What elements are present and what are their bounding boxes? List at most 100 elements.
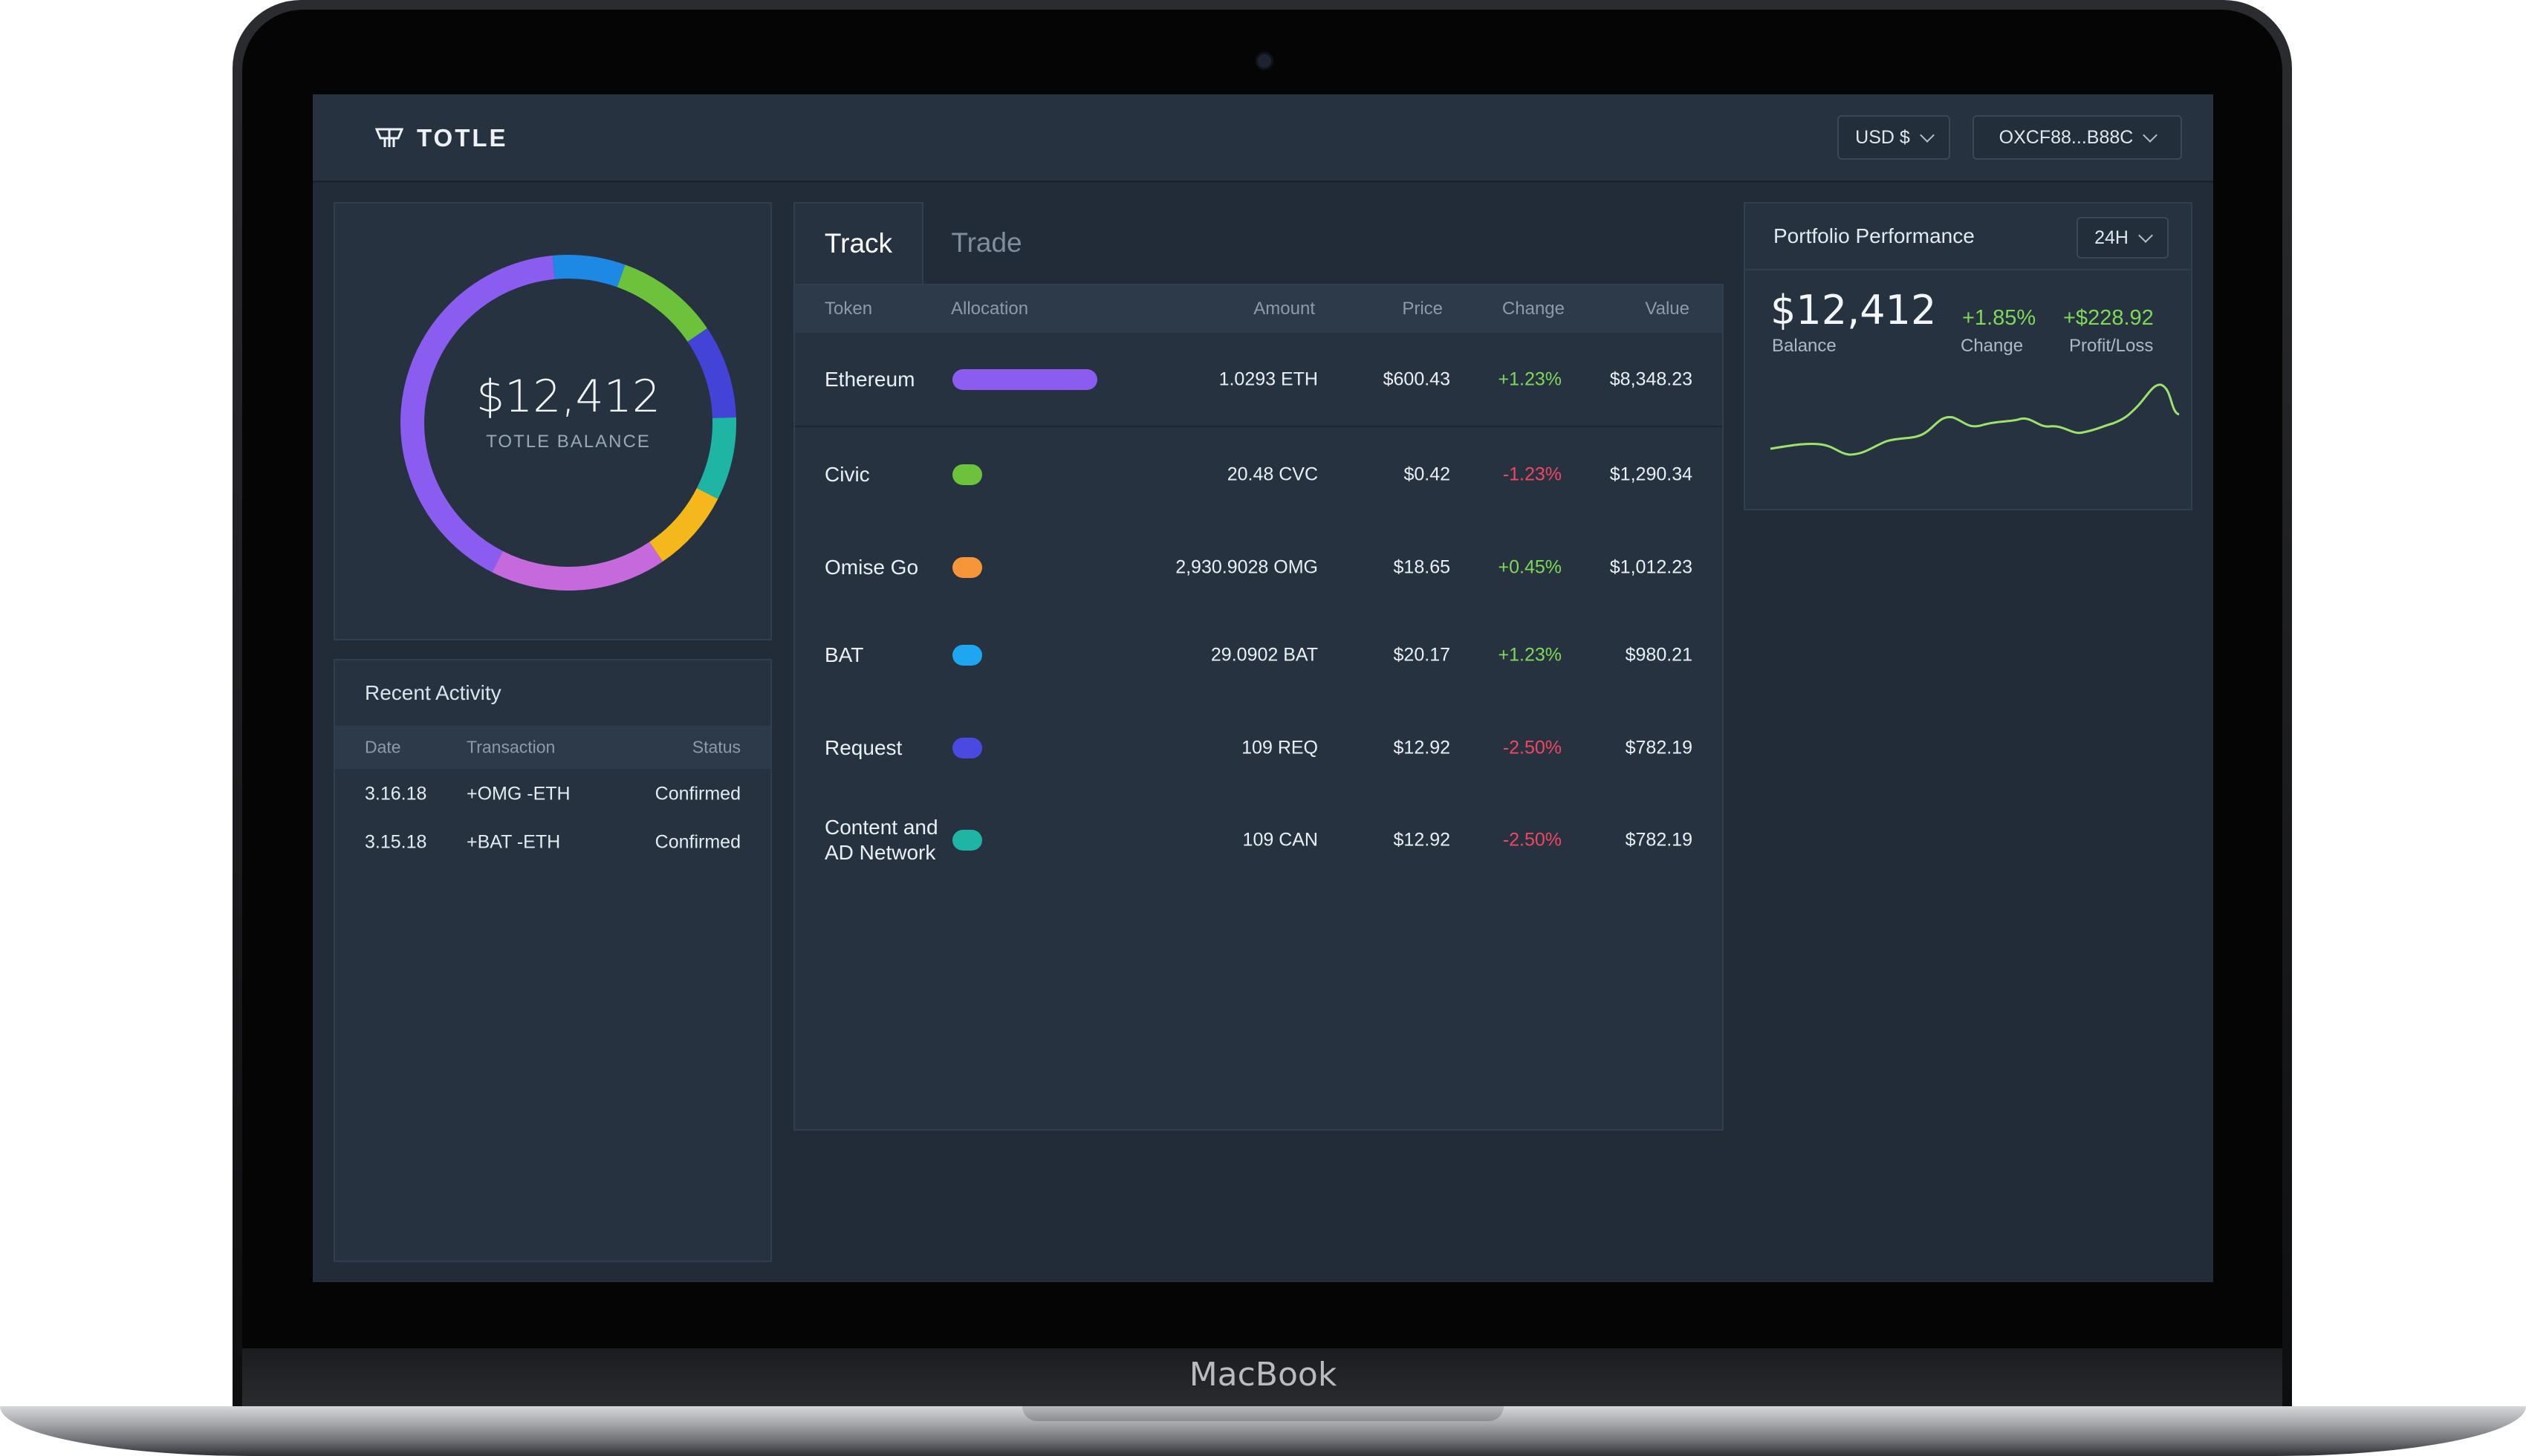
allocation-bar [952,829,982,851]
chevron-down-icon [1919,128,1935,143]
allocation-bar [952,556,982,578]
donut-segment [687,328,736,419]
column-price: Price [1402,299,1443,319]
column-transaction: Transaction [467,737,556,757]
activity-date: 3.15.18 [365,831,427,853]
holding-row[interactable]: Content and AD Network 109 CAN $12.92 -2.50… [795,793,1722,886]
app-logo[interactable]: TOTLE [375,124,508,152]
column-allocation: Allocation [951,299,1029,319]
activity-transaction: +BAT -ETH [467,831,561,853]
range-value: 24H [2094,227,2129,248]
donut-segment [492,542,663,591]
portfolio-pnl: +$228.92 [2063,306,2154,330]
donut-segment [552,255,626,287]
holding-row[interactable]: Ethereum 1.0293 ETH $600.43 +1.23% $8,348.23 [795,333,1722,427]
recent-activity-header: Date Transaction Status [335,726,770,769]
currency-dropdown[interactable]: USD $ [1837,115,1950,160]
pnl-label: Profit/Loss [2069,336,2154,356]
token-value: $782.19 [1625,829,1692,850]
balance-card: $12,412 TOTLE BALANCE [334,202,772,640]
token-name: Civic [825,462,870,486]
column-date: Date [365,737,401,757]
holding-row[interactable]: Civic 20.48 CVC $0.42 -1.23% $1,290.34 [795,428,1722,521]
holding-row[interactable]: Request 109 REQ $12.92 -2.50% $782.19 [795,701,1722,794]
token-name: Content and AD Network [825,815,938,864]
totle-balance-amount: $12,412 [475,371,661,423]
token-price: $0.42 [1403,464,1450,484]
recent-activity-title: Recent Activity [365,681,501,704]
token-amount: 29.0902 BAT [1210,644,1318,665]
token-name: Request [825,735,903,759]
token-value: $980.21 [1625,644,1692,665]
activity-row[interactable]: 3.15.18 +BAT -ETH Confirmed [335,820,770,865]
portfolio-change: +1.85% [1962,306,2036,330]
token-value: $782.19 [1625,737,1692,758]
column-status: Status [692,737,741,757]
column-amount: Amount [1253,299,1315,319]
totle-balance-label: TOTLE BALANCE [486,432,651,452]
chevron-down-icon [2143,128,2158,143]
activity-transaction: +OMG -ETH [467,783,571,805]
activity-date: 3.16.18 [365,783,427,805]
tab-track[interactable]: Track [793,202,923,284]
laptop-chin [242,1348,2282,1406]
token-amount: 1.0293 ETH [1218,368,1318,389]
currency-value: USD $ [1855,126,1910,148]
balance-donut: $12,412 TOTLE BALANCE [397,252,739,594]
allocation-bar [952,464,982,485]
token-value: $8,348.23 [1609,368,1692,389]
app-name: TOTLE [417,124,508,152]
token-change: +1.23% [1498,644,1562,665]
token-name: Omise Go [825,555,919,579]
performance-sparkline [1770,383,2180,456]
allocation-bar [952,368,1097,390]
token-change: -1.23% [1502,464,1562,484]
donut-segment [696,417,736,499]
main-panel: Track Trade Token Allocation Amount Pric… [793,202,1724,1264]
wallet-dropdown[interactable]: OXCF88...B88C [1973,115,2182,160]
totle-logo-icon [375,128,403,147]
tab-trade[interactable]: Trade [951,227,1022,258]
balance-label: Balance [1772,336,1837,356]
column-value: Value [1645,299,1689,319]
activity-row[interactable]: 3.16.18 +OMG -ETH Confirmed [335,772,770,816]
camera-icon [1256,52,1273,70]
app-screen: TOTLE USD $ OXCF88...B88C $12,412 TOTLE … [313,94,2213,1282]
allocation-donut-chart [400,255,736,591]
token-price: $600.43 [1383,368,1450,389]
token-name: Ethereum [825,367,915,391]
token-price: $20.17 [1393,644,1450,665]
activity-status: Confirmed [655,831,741,853]
holdings-header: Token Allocation Amount Price Change Val… [795,285,1722,333]
token-price: $12.92 [1393,737,1450,758]
range-dropdown[interactable]: 24H [2077,217,2169,259]
token-amount: 20.48 CVC [1227,464,1318,484]
allocation-bar [952,737,982,758]
token-price: $12.92 [1393,829,1450,850]
holding-row[interactable]: Omise Go 2,930.9028 OMG $18.65 +0.45% $1,012… [795,521,1722,614]
column-token: Token [825,299,873,319]
donut-segment [617,264,707,342]
top-bar: TOTLE USD $ OXCF88...B88C [313,94,2213,183]
portfolio-title: Portfolio Performance [1773,224,1975,247]
recent-activity-panel: Recent Activity Date Transaction Status … [334,659,772,1262]
wallet-address: OXCF88...B88C [1999,126,2134,148]
holdings-table: Token Allocation Amount Price Change Val… [793,284,1724,1131]
column-change: Change [1501,299,1565,319]
divider [1745,269,2191,270]
holding-row[interactable]: BAT 29.0902 BAT $20.17 +1.23% $980.21 [795,608,1722,701]
allocation-bar [952,644,982,666]
change-label: Change [1961,336,2024,356]
token-amount: 2,930.9028 OMG [1175,556,1318,577]
token-amount: 109 CAN [1242,829,1318,850]
token-change: +1.23% [1498,368,1562,389]
row-divider [795,426,1722,427]
token-value: $1,012.23 [1609,556,1692,577]
activity-status: Confirmed [655,783,741,805]
laptop-notch [1022,1406,1504,1421]
token-change: -2.50% [1502,829,1562,850]
token-amount: 109 REQ [1241,737,1318,758]
donut-segment [400,256,555,573]
portfolio-performance-panel: Portfolio Performance 24H $12,412 Balanc… [1744,202,2192,510]
token-change: +0.45% [1498,556,1562,577]
